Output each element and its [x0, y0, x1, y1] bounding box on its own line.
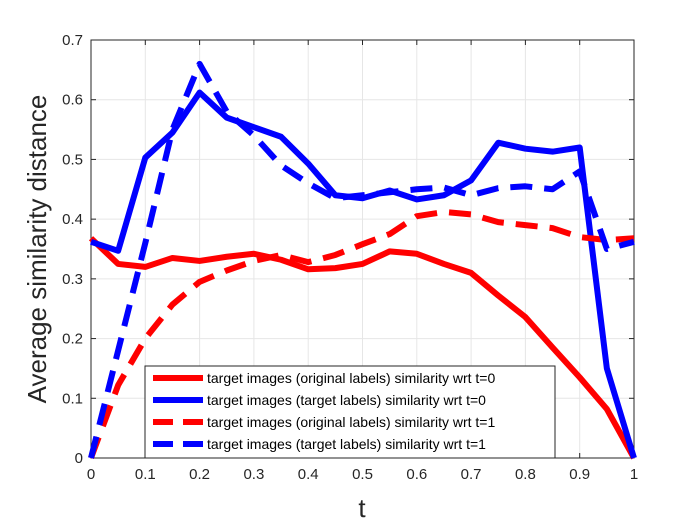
series-line-4	[88, 60, 635, 459]
y-tick-label: 0	[75, 450, 83, 467]
x-tick-label: 0	[87, 466, 95, 483]
axis-ticks: 0 0.1 0.2 0.3 0.4 0.5 0.6 0.7 0.8 0.9 1 0 0.1 0.2 0.3 0…	[62, 32, 638, 483]
series-line-1	[88, 236, 637, 460]
x-tick-label: 0.7	[461, 466, 482, 483]
y-axis-label: Average similarity distance	[22, 95, 52, 404]
legend: target images (original labels) similari…	[144, 365, 556, 459]
x-tick-label: 0.1	[135, 466, 156, 483]
x-tick-label: 0.5	[352, 466, 373, 483]
x-tick-label: 0.4	[298, 466, 319, 483]
y-tick-label: 0.4	[62, 211, 83, 228]
y-tick-label: 0.3	[62, 271, 83, 288]
x-tick-label: 1	[630, 466, 638, 483]
y-tick-label: 0.5	[62, 151, 83, 168]
legend-label: target images (target labels) similarity…	[207, 392, 486, 408]
y-tick-label: 0.6	[62, 92, 83, 109]
legend-label: target images (original labels) similari…	[207, 370, 495, 386]
x-tick-label: 0.2	[189, 466, 210, 483]
y-tick-label: 0.1	[62, 390, 83, 407]
legend-label: target images (target labels) similarity…	[207, 436, 486, 452]
x-tick-label: 0.8	[515, 466, 536, 483]
x-tick-label: 0.3	[243, 466, 264, 483]
series-line-3	[88, 208, 635, 460]
series-lines	[88, 60, 637, 460]
x-axis-label: t	[358, 493, 366, 523]
y-tick-label: 0.2	[62, 331, 83, 348]
legend-label: target images (original labels) similari…	[207, 414, 495, 430]
legend-box	[144, 365, 556, 459]
x-tick-label: 0.6	[406, 466, 427, 483]
x-tick-label: 0.9	[569, 466, 590, 483]
y-tick-label: 0.7	[62, 32, 83, 49]
